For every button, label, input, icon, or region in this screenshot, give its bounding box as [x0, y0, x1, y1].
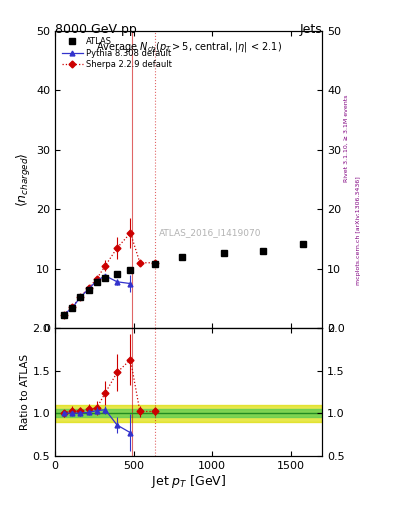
- Text: Rivet 3.1.10, ≥ 3.1M events: Rivet 3.1.10, ≥ 3.1M events: [344, 95, 349, 182]
- Legend: ATLAS, Pythia 8.308 default, Sherpa 2.2.9 default: ATLAS, Pythia 8.308 default, Sherpa 2.2.…: [59, 35, 174, 72]
- Text: ATLAS_2016_I1419070: ATLAS_2016_I1419070: [159, 228, 261, 238]
- Text: Average $N_{ch}$($p_T$$>$5, central, $|\eta|$ < 2.1): Average $N_{ch}$($p_T$$>$5, central, $|\…: [95, 39, 282, 54]
- Text: 8000 GeV pp: 8000 GeV pp: [55, 23, 137, 36]
- Text: mcplots.cern.ch [arXiv:1306.3436]: mcplots.cern.ch [arXiv:1306.3436]: [356, 176, 361, 285]
- Y-axis label: $\langle n_{charged} \rangle$: $\langle n_{charged} \rangle$: [15, 152, 33, 207]
- Text: Jets: Jets: [299, 23, 322, 36]
- Y-axis label: Ratio to ATLAS: Ratio to ATLAS: [20, 354, 29, 430]
- X-axis label: Jet $p_T$ [GeV]: Jet $p_T$ [GeV]: [151, 473, 226, 490]
